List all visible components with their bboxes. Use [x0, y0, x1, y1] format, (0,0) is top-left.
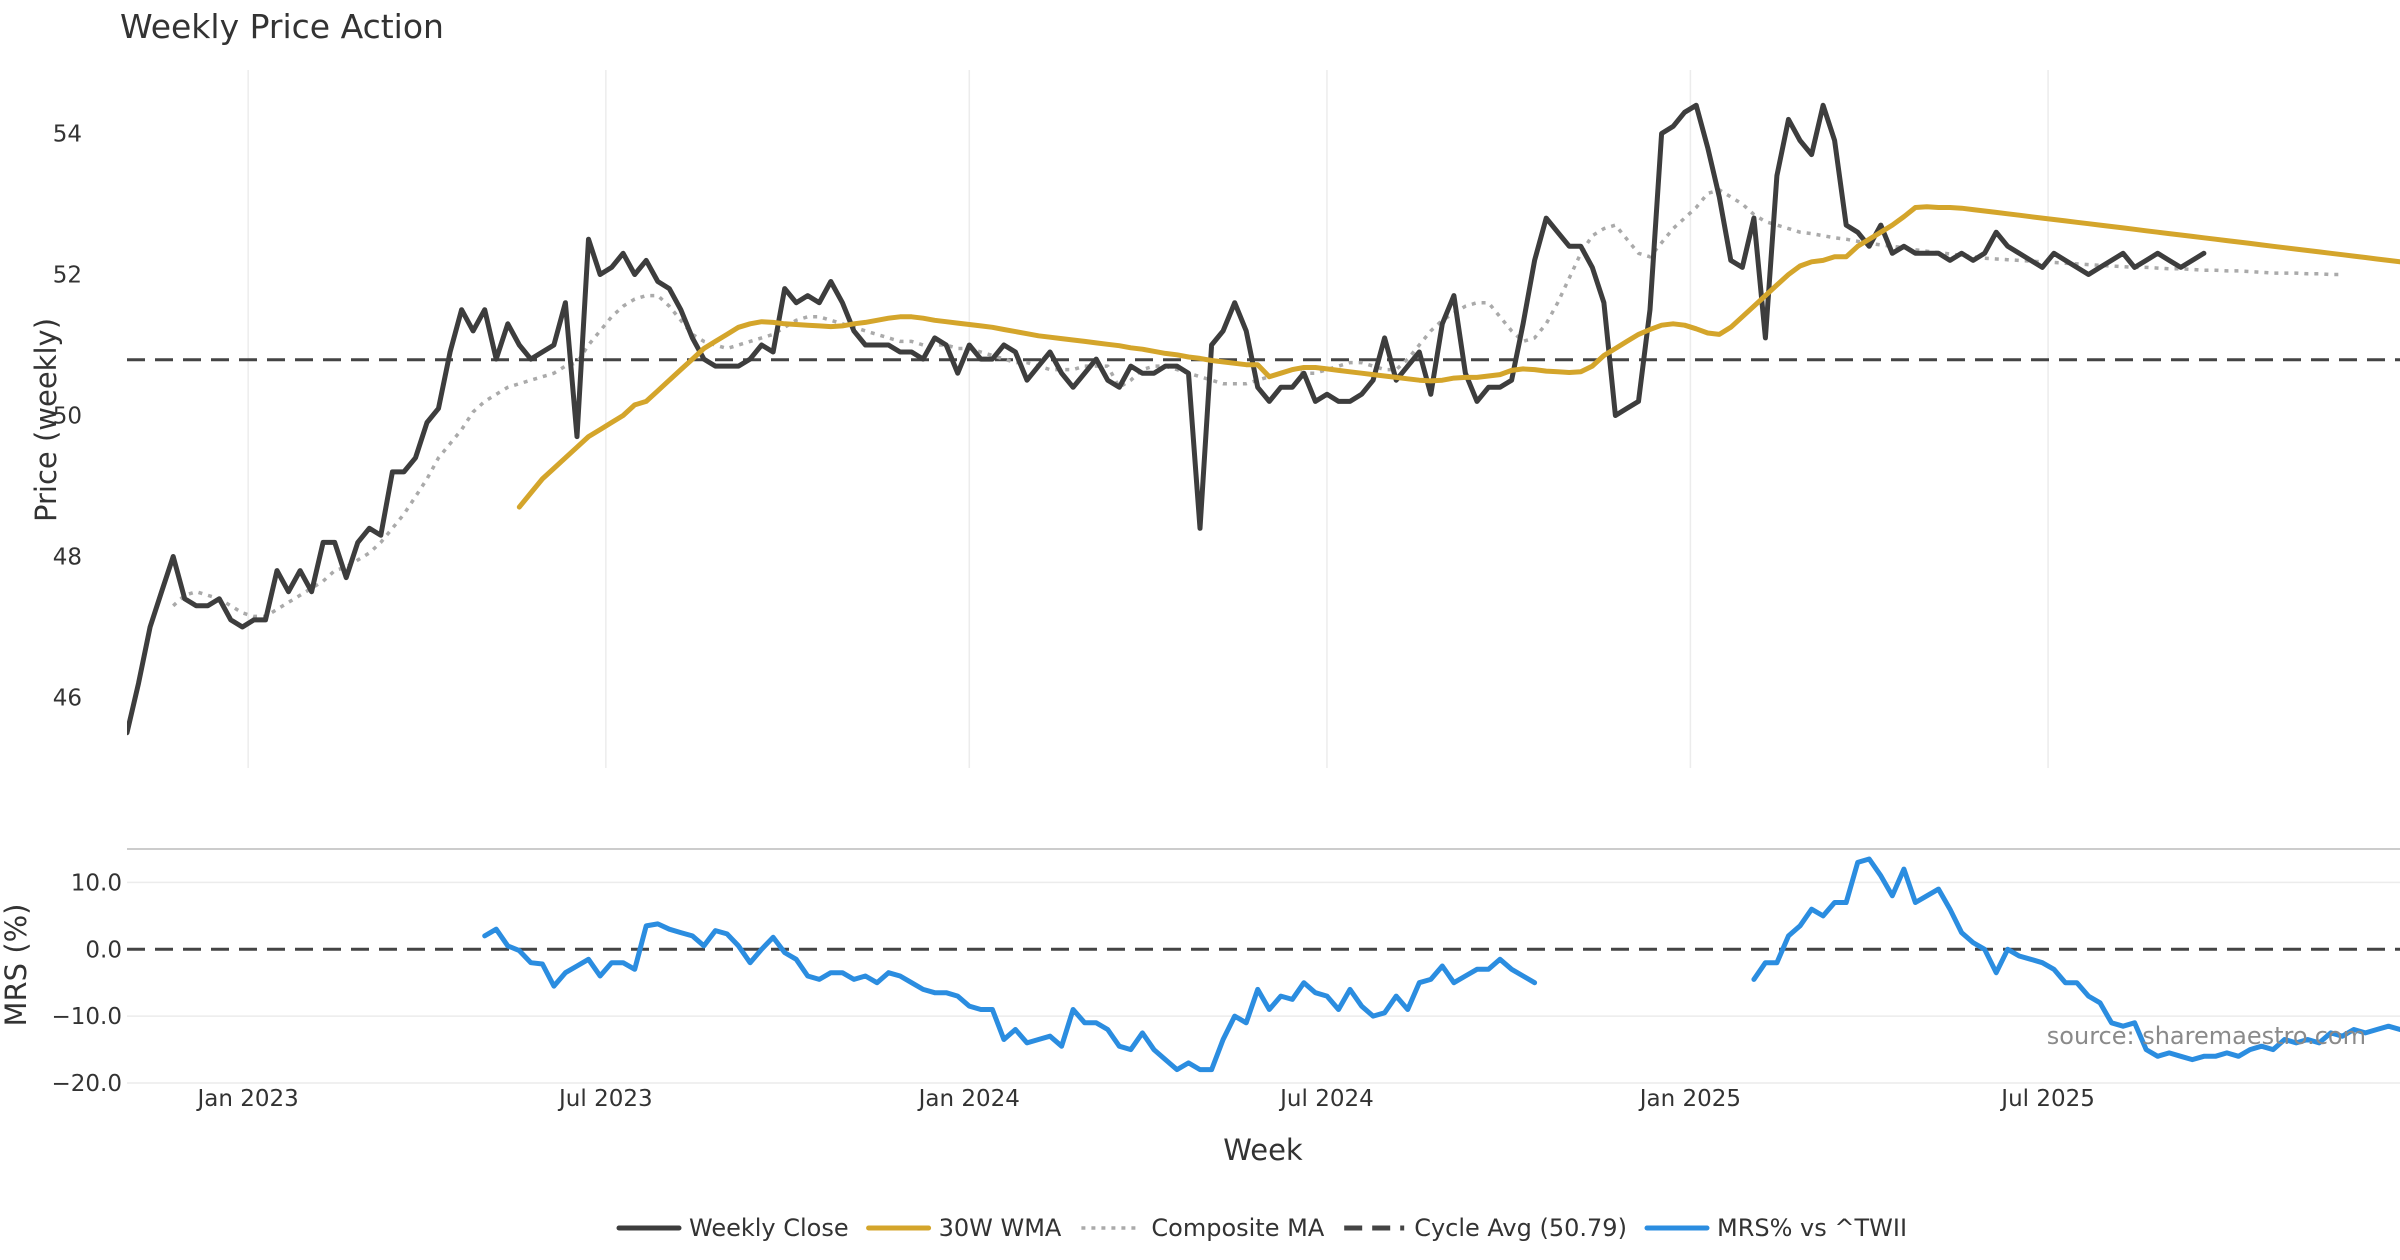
legend-item: MRS% vs ^TWII — [1644, 1214, 1907, 1242]
mrs-y-tick: 0.0 — [85, 937, 122, 963]
mrs-series — [127, 856, 2400, 1073]
x-tick-label: Jul 2025 — [1999, 1086, 2095, 1112]
series-mrs-vs-twii — [1751, 856, 2400, 1063]
price-series — [127, 102, 2400, 736]
price-y-tick: 54 — [53, 121, 82, 147]
price-y-tick: 52 — [53, 262, 82, 288]
x-tick-label: Jul 2023 — [557, 1086, 653, 1112]
legend-item: Composite MA — [1081, 1214, 1325, 1242]
source-note: source: sharemaestro.com — [2047, 1022, 2366, 1050]
x-axis-label: Week — [1223, 1133, 1303, 1167]
series-mrs-vs-twii — [482, 921, 1538, 1073]
mrs-y-ticks: 10.0 0.0 −10.0 −20.0 — [52, 870, 122, 1097]
mrs-y-label: MRS (%) — [0, 904, 33, 1027]
price-y-tick: 50 — [53, 403, 82, 429]
x-tick-label: Jan 2023 — [195, 1086, 298, 1112]
price-y-ticks: 46 48 50 52 54 — [53, 121, 82, 711]
x-tick-label: Jan 2025 — [1638, 1086, 1741, 1112]
legend-item: 30W WMA — [866, 1214, 1062, 1242]
chart-title: Weekly Price Action — [120, 7, 444, 46]
series-30w-wma — [516, 204, 2400, 510]
legend-label: Composite MA — [1151, 1214, 1324, 1242]
legend-label: MRS% vs ^TWII — [1717, 1214, 1907, 1242]
legend-label: Cycle Avg (50.79) — [1414, 1214, 1627, 1242]
mrs-y-tick: −10.0 — [52, 1004, 122, 1030]
mrs-grid — [127, 881, 2400, 1084]
series-weekly-close — [127, 102, 2207, 736]
legend-item: Weekly Close — [616, 1214, 849, 1242]
mrs-y-tick: 10.0 — [71, 870, 122, 896]
mrs-y-tick: −20.0 — [52, 1071, 122, 1097]
legend: Weekly Close 30W WMA Composite MA Cycle Avg… — [616, 1214, 1907, 1242]
price-y-tick: 46 — [53, 685, 82, 711]
x-tick-label: Jan 2024 — [917, 1086, 1020, 1112]
price-y-label: Price (weekly) — [29, 318, 63, 522]
series-composite-ma — [172, 188, 2343, 619]
x-ticks: Jan 2023 Jul 2023 Jan 2024 Jul 2024 Jan 2025… — [195, 1086, 2094, 1112]
x-tick-label: Jul 2024 — [1278, 1086, 1374, 1112]
legend-label: Weekly Close — [689, 1214, 849, 1242]
price-grid — [247, 70, 2049, 768]
legend-label: 30W WMA — [939, 1214, 1062, 1242]
legend-item: Cycle Avg (50.79) — [1344, 1214, 1627, 1242]
price-y-tick: 48 — [53, 544, 82, 570]
